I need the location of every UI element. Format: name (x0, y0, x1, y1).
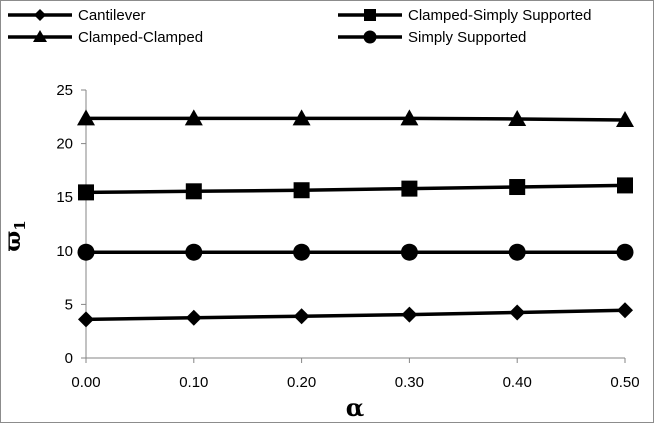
series-line (85, 183, 626, 195)
data-point-square (617, 177, 633, 194)
y-axis-title-symbol: ϖ (0, 231, 26, 252)
plot-area (77, 109, 634, 328)
y-axis-title: ϖ1 (0, 220, 29, 251)
series-clamped-simply-supported (78, 177, 633, 201)
data-point-triangle (77, 109, 95, 126)
x-tick-label: 0.20 (287, 374, 316, 391)
legend-marker-square (364, 9, 376, 21)
data-point-circle (508, 243, 526, 261)
data-point-diamond (185, 309, 202, 326)
series-cantilever (78, 302, 633, 328)
x-tick-label: 0.00 (71, 374, 100, 391)
x-tick-label: 0.50 (610, 374, 639, 391)
legend-marker-circle (363, 30, 377, 44)
legend-marker-diamond (34, 9, 46, 21)
legend-label: Clamped-Simply Supported (408, 7, 591, 24)
legend-entry: Clamped-Clamped (8, 29, 203, 46)
x-axis: 0.00 0.10 0.20 0.30 0.40 0.50 (71, 357, 640, 391)
data-point-diamond (617, 302, 633, 319)
legend-marker-triangle (33, 30, 47, 42)
data-point-circle (400, 243, 418, 261)
legend-entry: Cantilever (8, 7, 146, 24)
y-tick-label: 5 (65, 296, 73, 313)
legend-label: Cantilever (78, 7, 146, 24)
x-tick-label: 0.30 (395, 374, 424, 391)
legend-entry: Simply Supported (338, 29, 526, 46)
legend-label: Simply Supported (408, 29, 526, 46)
data-point-diamond (509, 304, 526, 321)
x-tick-label: 0.10 (179, 374, 208, 391)
data-point-square (509, 179, 526, 196)
series-line (85, 308, 626, 322)
data-point-circle (616, 243, 634, 261)
data-point-triangle (184, 109, 203, 126)
data-point-circle (185, 243, 203, 261)
data-point-diamond (401, 306, 418, 323)
legend-entry: Clamped-Simply Supported (338, 7, 591, 24)
series-simply-supported (77, 243, 634, 261)
y-tick-label: 15 (56, 189, 73, 206)
data-point-diamond (293, 308, 310, 325)
data-point-triangle (400, 109, 419, 126)
data-point-diamond (78, 311, 94, 328)
data-point-square (78, 184, 94, 201)
x-axis-title: α (346, 393, 364, 422)
legend: Cantilever Clamped-Simply Supported Clampe… (8, 7, 591, 46)
y-tick-label: 10 (56, 243, 73, 260)
data-point-triangle (616, 111, 634, 128)
legend-label: Clamped-Clamped (78, 29, 203, 46)
y-tick-label: 0 (65, 350, 73, 367)
data-point-triangle (508, 109, 527, 126)
y-tick-label: 20 (56, 136, 73, 153)
y-axis-title-subscript: 1 (11, 220, 29, 230)
data-point-square (185, 183, 202, 200)
data-point-square (293, 182, 310, 199)
series-line (86, 116, 626, 122)
data-point-circle (77, 243, 95, 261)
x-tick-label: 0.40 (503, 374, 532, 391)
data-point-square (401, 180, 418, 197)
data-point-triangle (292, 109, 311, 126)
data-point-circle (293, 243, 311, 261)
y-tick-label: 25 (56, 82, 73, 99)
series-clamped-clamped (77, 109, 634, 128)
